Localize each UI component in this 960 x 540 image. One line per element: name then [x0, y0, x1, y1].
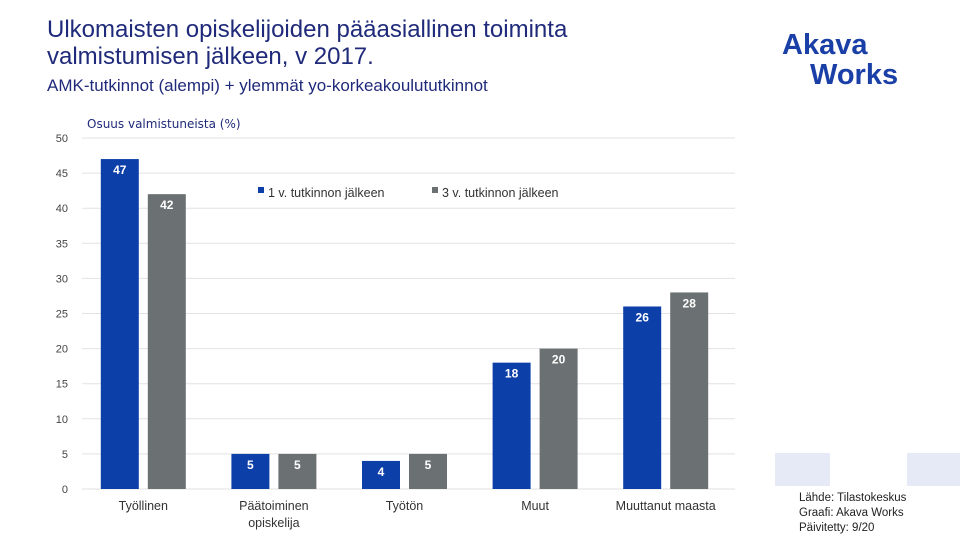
legend-label-1: 1 v. tutkinnon jälkeen: [268, 186, 385, 200]
bar-2-5: [670, 292, 709, 489]
title-line-1: Ulkomaisten opiskelijoiden pääasiallinen…: [47, 16, 568, 43]
title-line-2: valmistumisen jälkeen, v 2017.: [47, 43, 374, 70]
y-tick-label-5: 5: [62, 449, 68, 461]
bar-1-4: [492, 362, 531, 489]
bar-2-3: [409, 453, 447, 489]
bar-1-1: [100, 159, 139, 489]
y-tick-label-20: 20: [56, 344, 68, 356]
legend-swatch-2: [432, 187, 438, 193]
data-label-2-3: 5: [425, 458, 432, 472]
y-tick-label-25: 25: [56, 309, 68, 321]
data-label-1-4: 18: [505, 367, 519, 381]
x-tick-label-5: Muuttanut maasta: [616, 499, 716, 513]
x-tick-label-4: Muut: [521, 499, 549, 513]
data-label-2-1: 42: [160, 198, 174, 212]
graph-credit: Graafi: Akava Works: [799, 507, 904, 519]
decorative-block-1: [775, 453, 830, 486]
bar-2-2: [278, 453, 317, 489]
bar-2-1: [147, 194, 186, 489]
y-tick-label-45: 45: [56, 168, 68, 180]
bar-1-5: [623, 306, 662, 489]
legend-swatch-1: [258, 187, 264, 193]
logo-word-2: Works: [810, 59, 899, 91]
x-tick-label-3: Työtön: [386, 499, 424, 513]
data-label-2-2: 5: [294, 458, 301, 472]
data-label-2-5: 28: [683, 296, 697, 310]
data-label-1-1: 47: [113, 163, 127, 177]
y-tick-label-15: 15: [56, 379, 68, 391]
data-label-1-5: 26: [636, 310, 650, 324]
y-tick-label-50: 50: [56, 133, 68, 145]
bar-2-4: [539, 348, 578, 489]
y-tick-label-0: 0: [62, 484, 68, 496]
y-tick-label-35: 35: [56, 238, 68, 250]
chart-subtitle: AMK-tutkinnot (alempi) + ylemmät yo-kork…: [47, 76, 488, 95]
data-label-1-2: 5: [247, 458, 254, 472]
chart-title: Ulkomaisten opiskelijoiden pääasiallinen…: [47, 16, 747, 70]
legend-label-2: 3 v. tutkinnon jälkeen: [442, 186, 559, 200]
x-tick-label-2-1: Päätoiminen: [239, 499, 309, 513]
bar-1-2: [231, 453, 270, 489]
updated-date: Päivitetty: 9/20: [799, 522, 875, 534]
decorative-block-2: [907, 453, 960, 486]
data-label-1-3: 4: [378, 465, 385, 479]
y-tick-label-30: 30: [56, 273, 68, 285]
y-axis-label: Osuus valmistuneista (%): [87, 117, 241, 131]
data-label-2-4: 20: [552, 353, 566, 367]
akava-works-logo: Akava Works: [782, 30, 922, 92]
source-text: Lähde: Tilastokeskus: [799, 492, 907, 504]
bar-1-3: [362, 460, 400, 489]
source-note: Lähde: Tilastokeskus Graafi: Akava Works…: [799, 491, 906, 536]
y-tick-label-40: 40: [56, 203, 68, 215]
x-tick-label-1: Työllinen: [119, 499, 168, 513]
x-tick-label-2-2: opiskelija: [248, 516, 299, 530]
logo-word-1: Akava: [782, 29, 868, 61]
y-tick-label-10: 10: [56, 414, 68, 426]
